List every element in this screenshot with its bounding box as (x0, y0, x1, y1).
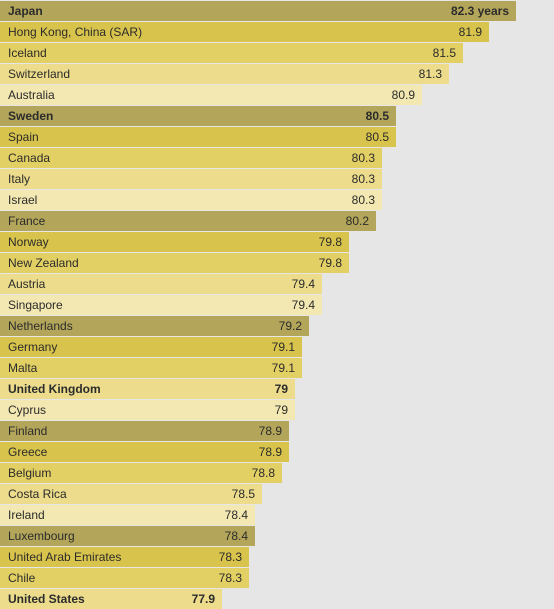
category-label: Sweden (8, 109, 54, 123)
value-label: 80.5 (365, 109, 389, 123)
category-label: United Kingdom (8, 382, 101, 396)
category-label: Italy (8, 172, 31, 186)
bar (0, 400, 295, 420)
value-label: 79.4 (291, 277, 315, 291)
category-label: United States (8, 592, 85, 606)
category-label: Iceland (8, 46, 47, 60)
value-label: 82.3 years (450, 4, 509, 18)
bar (0, 547, 249, 567)
value-label: 78.3 (218, 571, 242, 585)
value-label: 79.1 (271, 340, 295, 354)
bar (0, 568, 249, 588)
category-label: Canada (8, 151, 51, 165)
bar (0, 421, 289, 441)
value-label: 80.3 (351, 193, 375, 207)
value-label: 79.8 (318, 235, 342, 249)
bar (0, 295, 322, 315)
bar (0, 127, 396, 147)
category-label: France (8, 214, 46, 228)
bar (0, 148, 382, 168)
value-label: 81.5 (432, 46, 456, 60)
value-label: 80.9 (391, 88, 415, 102)
value-label: 78.9 (258, 445, 282, 459)
value-label: 78.5 (231, 487, 255, 501)
category-label: Greece (8, 445, 48, 459)
category-label: Costa Rica (8, 487, 67, 501)
category-label: Austria (8, 277, 46, 291)
bar (0, 358, 302, 378)
bar (0, 274, 322, 294)
bar (0, 253, 349, 273)
value-label: 79.8 (318, 256, 342, 270)
bar (0, 232, 349, 252)
bar (0, 1, 516, 21)
bar (0, 589, 222, 609)
bar (0, 106, 396, 126)
category-label: Malta (8, 361, 38, 375)
category-label: Ireland (8, 508, 45, 522)
value-label: 80.5 (365, 130, 389, 144)
bar (0, 43, 463, 63)
category-label: Cyprus (8, 403, 47, 417)
bar (0, 22, 489, 42)
value-label: 80.3 (351, 172, 375, 186)
category-label: Belgium (8, 466, 52, 480)
bar (0, 526, 255, 546)
value-label: 78.4 (224, 529, 248, 543)
value-label: 81.3 (418, 67, 442, 81)
bar (0, 484, 262, 504)
value-label: 78.8 (251, 466, 275, 480)
bar (0, 463, 282, 483)
bar (0, 211, 376, 231)
category-label: United Arab Emirates (8, 550, 122, 564)
category-label: Switzerland (8, 67, 71, 81)
category-label: Germany (8, 340, 58, 354)
bar (0, 64, 449, 84)
value-label: 77.9 (191, 592, 215, 606)
category-label: Luxembourg (8, 529, 75, 543)
bar (0, 505, 255, 525)
bar (0, 190, 382, 210)
bar (0, 85, 422, 105)
category-label: New Zealand (8, 256, 79, 270)
category-label: Hong Kong, China (SAR) (8, 25, 143, 39)
category-label: Japan (8, 4, 43, 18)
value-label: 80.2 (345, 214, 369, 228)
category-label: Chile (8, 571, 36, 585)
value-label: 79 (274, 403, 288, 417)
category-label: Netherlands (8, 319, 73, 333)
value-label: 80.3 (351, 151, 375, 165)
category-label: Spain (8, 130, 39, 144)
value-label: 78.3 (218, 550, 242, 564)
bar (0, 442, 289, 462)
bar (0, 337, 302, 357)
bar (0, 169, 382, 189)
category-label: Finland (8, 424, 48, 438)
category-label: Australia (8, 88, 55, 102)
value-label: 79.2 (278, 319, 302, 333)
value-label: 81.9 (458, 25, 482, 39)
value-label: 78.9 (258, 424, 282, 438)
bar (0, 316, 309, 336)
category-label: Singapore (8, 298, 63, 312)
value-label: 79 (274, 382, 288, 396)
value-label: 78.4 (224, 508, 248, 522)
value-label: 79.1 (271, 361, 295, 375)
category-label: Norway (8, 235, 49, 249)
category-label: Israel (8, 193, 38, 207)
value-label: 79.4 (291, 298, 315, 312)
bar (0, 379, 295, 399)
